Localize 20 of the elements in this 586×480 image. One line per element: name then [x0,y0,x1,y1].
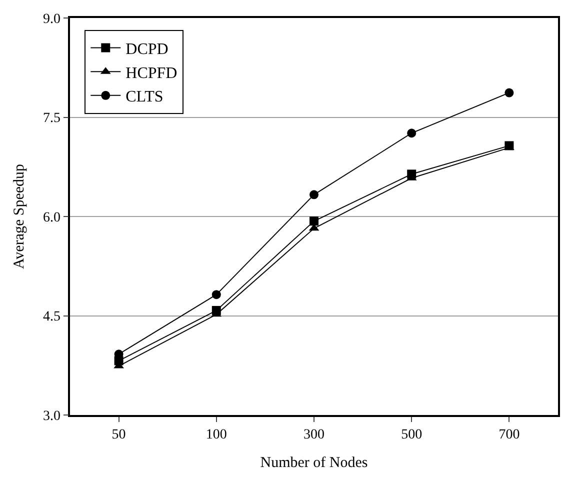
point [310,190,318,200]
point [310,216,318,226]
y-tick-label: 7.5 [42,111,60,126]
x-tick-label: 500 [401,428,422,443]
legend-label: DCPD [126,41,168,58]
x-tick-label: 300 [304,428,324,443]
x-axis-title: Number of Nodes [260,455,368,472]
x-tick-label: 100 [206,428,227,443]
legend-label: CLTS [126,88,164,106]
y-tick-label: 6.0 [42,210,60,226]
legend-label: HCPFD [126,64,178,82]
y-tick-label: 4.5 [42,310,60,325]
point [504,88,514,98]
point [212,290,221,300]
x-tick-label: 50 [112,428,126,443]
y-axis-title: Average Speedup [12,164,28,270]
point [407,128,416,138]
y-tick-label: 3.0 [42,408,60,424]
y-tick-label: 9.0 [42,12,60,27]
x-tick-label: 700 [498,428,520,443]
